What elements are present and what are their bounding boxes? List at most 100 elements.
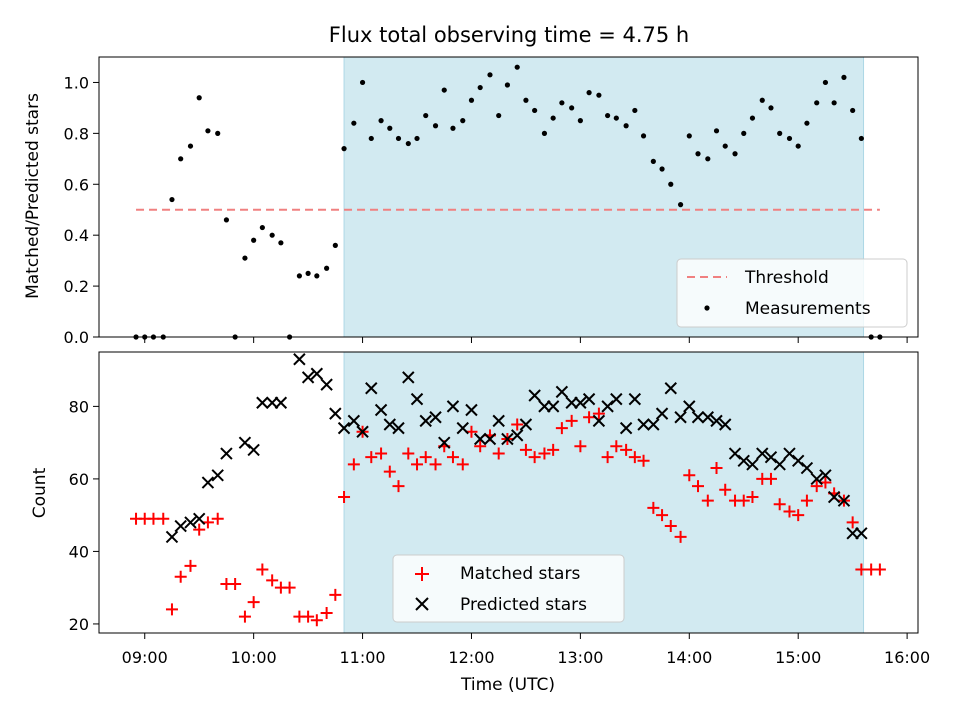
matched-star-point bbox=[492, 447, 505, 460]
bottom-legend: Matched stars Predicted stars bbox=[392, 554, 625, 623]
predicted-star-point bbox=[247, 443, 260, 457]
x-tick-label: 11:00 bbox=[340, 648, 386, 667]
predicted-star-point bbox=[402, 371, 415, 384]
predicted-star-point bbox=[647, 418, 660, 431]
predicted-star-point bbox=[764, 450, 778, 464]
predicted-star-point bbox=[546, 400, 560, 413]
measurement-point bbox=[259, 224, 265, 231]
matched-star-point bbox=[773, 498, 786, 511]
predicted-star-point bbox=[783, 447, 796, 460]
predicted-star-point bbox=[756, 447, 769, 460]
measurement-point bbox=[278, 240, 284, 246]
matched-star-point bbox=[601, 451, 614, 464]
y-tick-label: 0.0 bbox=[64, 328, 89, 347]
measurement-point bbox=[650, 158, 656, 164]
predicted-star-point bbox=[528, 389, 541, 402]
measurement-point bbox=[596, 92, 602, 98]
predicted-star-point bbox=[582, 392, 596, 406]
predicted-star-point bbox=[446, 400, 460, 413]
measurement-point bbox=[178, 156, 184, 162]
matched-star-point bbox=[283, 581, 296, 594]
measurement-point bbox=[569, 105, 575, 111]
predicted-star-point bbox=[601, 400, 614, 413]
predicted-star-point bbox=[419, 414, 432, 428]
matched-star-point bbox=[519, 443, 532, 456]
predicted-stars-series bbox=[165, 353, 868, 544]
y-tick-label: 1.0 bbox=[64, 73, 89, 92]
predicted-star-point bbox=[628, 392, 642, 406]
predicted-star-point bbox=[473, 432, 487, 446]
matched-star-point bbox=[800, 494, 813, 507]
measurement-point bbox=[695, 151, 701, 157]
predicted-star-point bbox=[664, 382, 677, 395]
y-tick-label: 0.2 bbox=[64, 277, 89, 296]
measurement-point bbox=[668, 181, 674, 187]
predicted-star-point bbox=[683, 400, 696, 413]
measurement-point bbox=[623, 123, 629, 129]
measurement-point bbox=[722, 143, 728, 149]
measurement-point bbox=[187, 143, 194, 149]
measurement-point bbox=[759, 97, 765, 103]
predicted-star-point bbox=[511, 429, 524, 442]
predicted-star-point bbox=[728, 447, 742, 460]
matched-star-point bbox=[547, 443, 560, 456]
matched-star-point bbox=[511, 418, 524, 431]
measurement-point bbox=[795, 143, 801, 149]
legend-measurements-swatch bbox=[704, 305, 710, 311]
predicted-star-point bbox=[238, 436, 252, 449]
matched-star-point bbox=[302, 610, 315, 623]
predicted-star-point bbox=[855, 527, 868, 540]
matched-star-point bbox=[538, 447, 551, 460]
predicted-star-point bbox=[610, 392, 623, 406]
predicted-star-point bbox=[438, 436, 451, 449]
matched-star-point bbox=[419, 451, 432, 464]
predicted-star-point bbox=[773, 458, 786, 471]
top-y-axis: 0.0 0.2 0.4 0.6 0.8 1.0 bbox=[64, 73, 99, 347]
matched-star-point bbox=[429, 458, 442, 471]
predicted-star-point bbox=[220, 447, 233, 460]
predicted-star-point bbox=[293, 353, 306, 366]
measurement-point bbox=[395, 135, 402, 142]
measurement-point bbox=[613, 115, 619, 121]
matched-star-point bbox=[211, 512, 224, 525]
x-tick-label: 14:00 bbox=[666, 648, 712, 667]
x-tick-label: 10:00 bbox=[231, 648, 277, 667]
legend-predicted-label: Predicted stars bbox=[460, 595, 587, 615]
matched-star-point bbox=[810, 480, 823, 493]
matched-star-point bbox=[229, 578, 242, 591]
bottom-y-axis-label: Count bbox=[30, 467, 50, 518]
legend-measurements-label: Measurements bbox=[745, 299, 871, 319]
matched-star-point bbox=[764, 472, 777, 485]
matched-star-point bbox=[347, 458, 360, 471]
matched-star-point bbox=[746, 491, 759, 504]
measurement-point bbox=[496, 112, 502, 119]
measurement-point bbox=[351, 120, 357, 126]
x-tick-label: 16:00 bbox=[884, 648, 930, 667]
predicted-star-point bbox=[746, 458, 759, 471]
predicted-star-point bbox=[555, 385, 569, 399]
measurement-point bbox=[487, 72, 493, 78]
measurement-point bbox=[378, 118, 384, 124]
predicted-star-point bbox=[791, 454, 805, 467]
measurement-point bbox=[732, 151, 738, 157]
predicted-star-point bbox=[519, 418, 533, 431]
predicted-star-point bbox=[320, 378, 333, 391]
measurement-point bbox=[850, 107, 856, 114]
matched-star-point bbox=[165, 603, 178, 616]
top-y-axis-label: Matched/Predicted stars bbox=[23, 93, 43, 299]
legend-predicted-swatch bbox=[415, 597, 429, 611]
predicted-star-point bbox=[719, 418, 732, 431]
measurement-point bbox=[523, 97, 529, 103]
matched-star-point bbox=[692, 480, 705, 493]
predicted-star-point bbox=[337, 421, 351, 435]
measurement-point bbox=[305, 270, 311, 276]
matched-star-point bbox=[402, 447, 415, 460]
predicted-star-point bbox=[211, 469, 224, 482]
matched-star-point bbox=[157, 512, 170, 525]
measurement-point bbox=[858, 135, 864, 142]
measurement-point bbox=[314, 273, 320, 279]
measurement-point bbox=[550, 115, 556, 121]
predicted-star-point bbox=[365, 382, 378, 395]
predicted-star-point bbox=[301, 371, 315, 384]
matched-star-point bbox=[365, 451, 378, 464]
